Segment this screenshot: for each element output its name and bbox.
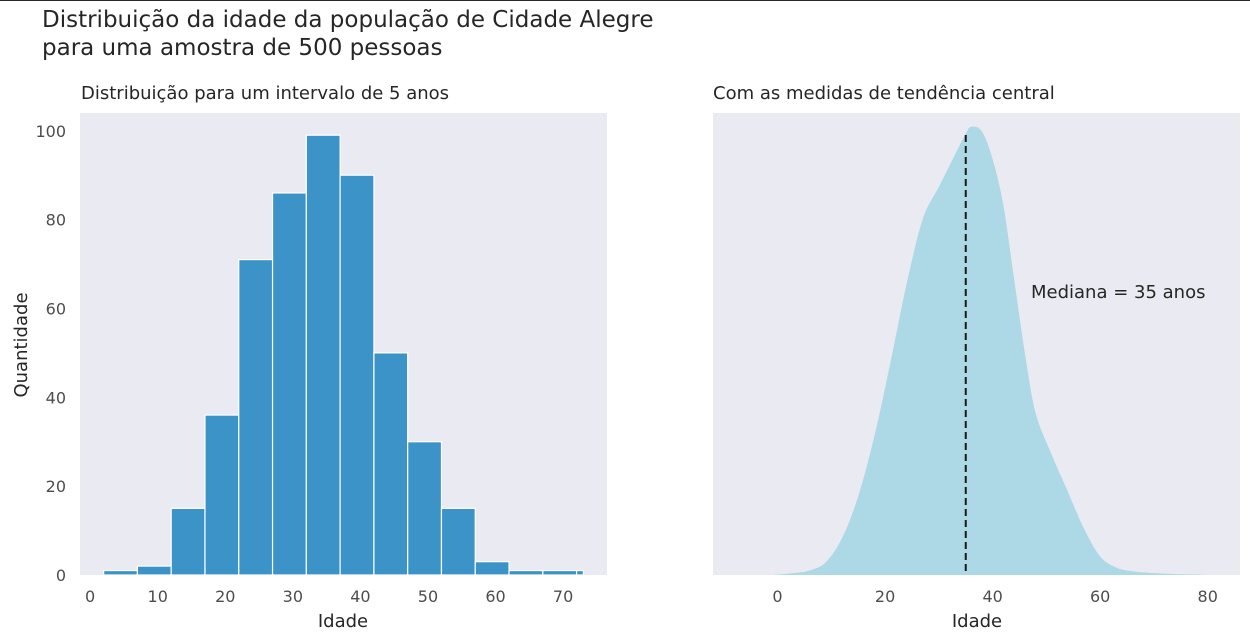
histogram-bar: [271, 192, 307, 576]
histogram-bar: [508, 569, 544, 576]
histogram-x-axis-label: Idade: [318, 611, 368, 632]
histogram-x-tick-label: 70: [553, 587, 573, 606]
histogram-bar: [238, 258, 274, 576]
histogram-bar: [474, 561, 510, 576]
figure-title-line-2: para uma amostra de 500 pessoas: [42, 35, 443, 61]
histogram-bar: [339, 174, 375, 576]
density-x-tick-label: 80: [1198, 587, 1218, 606]
histogram-x-tick-label: 50: [418, 587, 438, 606]
histogram-bars: [103, 134, 584, 576]
histogram-bar: [407, 441, 443, 576]
histogram-bar: [373, 352, 409, 576]
histogram-title: Distribuição para um intervalo de 5 anos: [81, 83, 449, 104]
histogram-bar: [575, 569, 584, 576]
density-title: Com as medidas de tendência central: [713, 83, 1055, 104]
histogram-x-ticks: 0 10 20 30 40 50 60 70: [85, 587, 573, 606]
histogram-bar: [305, 134, 341, 576]
histogram-y-axis-label: Quantidade: [11, 292, 32, 397]
histogram-bar: [170, 507, 206, 576]
top-border-line: [0, 0, 1250, 1]
histogram-bar: [136, 565, 172, 576]
histogram-y-tick-label: 100: [35, 122, 66, 141]
figure-title-line-1: Distribuição da idade da população de Ci…: [42, 7, 654, 33]
figure-title: Distribuição da idade da população de Ci…: [42, 6, 654, 62]
density-panel: Com as medidas de tendência central Medi…: [713, 83, 1240, 632]
histogram-x-tick-label: 10: [148, 587, 168, 606]
density-x-tick-label: 40: [982, 587, 1002, 606]
density-x-tick-label: 0: [772, 587, 782, 606]
density-x-tick-label: 20: [875, 587, 895, 606]
histogram-x-tick-label: 60: [485, 587, 505, 606]
median-annotation: Mediana = 35 anos: [1031, 282, 1205, 303]
density-x-axis-label: Idade: [952, 611, 1002, 632]
density-curve-area: [772, 126, 1208, 575]
histogram-x-tick-label: 20: [215, 587, 235, 606]
density-x-ticks: 0 20 40 60 80: [772, 587, 1217, 606]
histogram-bar: [440, 507, 476, 576]
histogram-x-tick-label: 30: [283, 587, 303, 606]
histogram-bar: [204, 414, 240, 576]
histogram-x-tick-label: 0: [85, 587, 95, 606]
histogram-bar: [542, 569, 578, 576]
histogram-y-tick-label: 80: [46, 211, 66, 230]
histogram-y-tick-label: 0: [56, 566, 66, 585]
histogram-x-tick-label: 40: [350, 587, 370, 606]
histogram-bar: [103, 569, 139, 576]
histogram-y-ticks: 0 20 40 60 80 100: [35, 122, 66, 585]
histogram-y-tick-label: 20: [46, 477, 66, 496]
density-x-tick-label: 60: [1090, 587, 1110, 606]
histogram-y-tick-label: 60: [46, 299, 66, 318]
histogram-panel: Distribuição para um intervalo de 5 anos…: [11, 83, 607, 632]
histogram-y-tick-label: 40: [46, 388, 66, 407]
